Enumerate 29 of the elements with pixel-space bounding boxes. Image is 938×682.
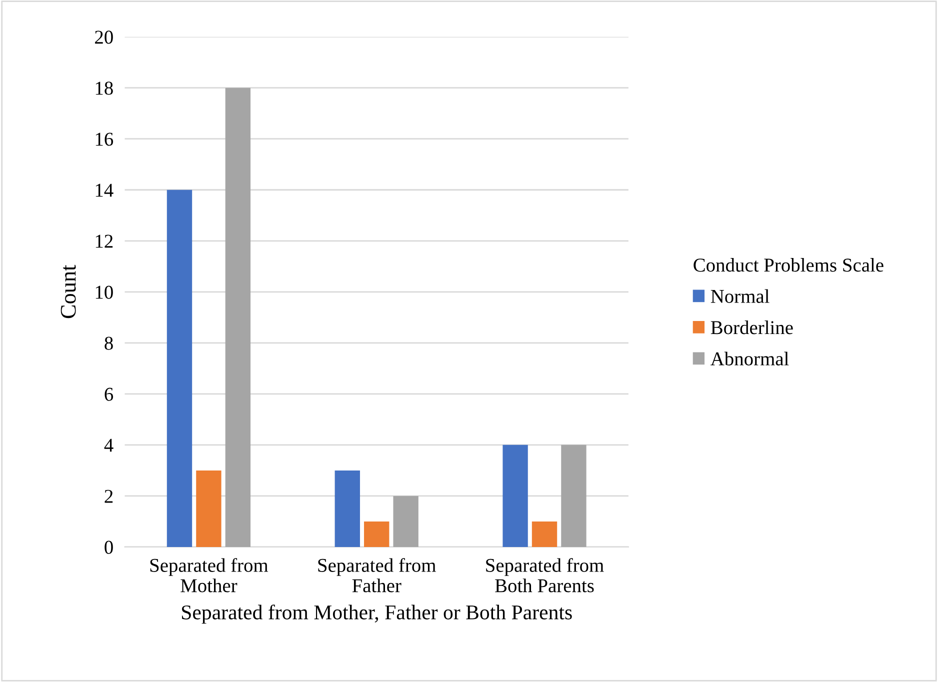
bar xyxy=(166,190,192,547)
bar xyxy=(532,521,558,547)
bar xyxy=(502,444,528,547)
y-tick-label: 20 xyxy=(95,30,113,44)
y-tick-label: 10 xyxy=(96,286,113,299)
y-tick-label: 12 xyxy=(96,234,113,248)
x-tick-label: Separated from Father xyxy=(318,558,436,592)
y-tick-label: 16 xyxy=(96,132,114,146)
legend-label: Normal xyxy=(710,289,770,303)
y-tick-label: 0 xyxy=(104,540,113,554)
y-tick-label: 6 xyxy=(104,388,114,401)
bar xyxy=(561,444,586,547)
x-tick-label: Separated from Both Parents xyxy=(486,558,604,592)
bar xyxy=(393,496,418,547)
legend-label: Abnormal xyxy=(710,352,789,366)
legend-label: Borderline xyxy=(710,320,793,334)
y-tick-label: 2 xyxy=(104,490,113,503)
y-tick-label: 8 xyxy=(104,336,113,350)
bar xyxy=(225,88,251,547)
bar xyxy=(334,470,360,547)
y-tick-label: 14 xyxy=(96,184,114,197)
bar xyxy=(196,470,222,547)
y-axis-title: Count xyxy=(60,264,76,318)
bar xyxy=(364,521,390,547)
legend-title: Conduct Problems Scale xyxy=(694,258,884,272)
x-tick-label: Separated from Mother xyxy=(150,558,268,592)
x-axis-title: Separated from Mother, Father or Both Parents xyxy=(182,604,572,624)
y-tick-label: 18 xyxy=(96,82,113,95)
y-tick-label: 4 xyxy=(104,438,114,452)
